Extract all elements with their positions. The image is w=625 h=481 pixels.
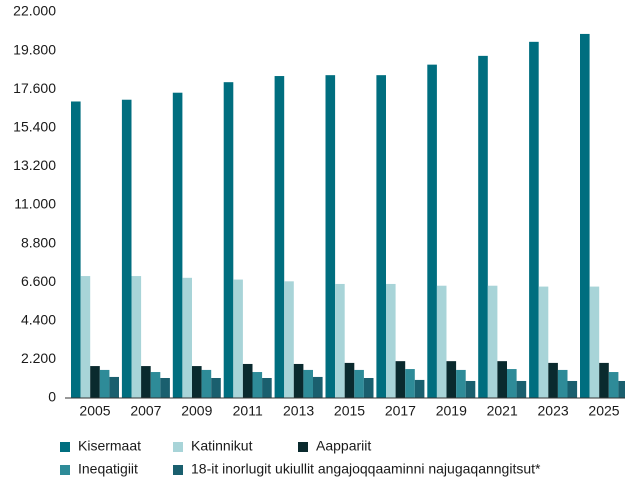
x-tick-label: 2021 [487,403,518,419]
bar [516,380,527,398]
bar [567,380,578,398]
legend-swatch [173,442,183,452]
y-tick-label: 2.200 [21,350,56,366]
bar [71,101,81,399]
legend-swatch [60,442,70,452]
legend-label: Katinnikut [191,438,253,454]
bar [427,64,437,399]
bar [529,41,539,399]
bar [557,369,568,398]
x-tick-label: 2017 [385,403,416,419]
x-tick-label: 2019 [436,403,467,419]
bar [589,286,600,398]
legend-label: Kisermaat [78,438,141,454]
bar [599,362,609,398]
bar [478,55,488,398]
bar [131,276,142,398]
bar [395,361,406,398]
bar [497,361,507,398]
legend-label: Ineqatigiit [78,461,138,477]
y-tick-label: 19.800 [13,41,56,57]
bar [538,286,549,398]
bar [414,379,425,398]
bar [386,283,396,398]
legend-label: Aappariit [316,438,371,454]
bar [274,76,285,399]
bar [325,75,336,398]
x-tick-label: 2025 [588,403,619,419]
bar [335,283,345,398]
x-tick-label: 2005 [79,403,110,419]
legend-swatch [60,465,70,475]
y-tick-label: 8.800 [21,234,56,250]
bar [182,277,192,398]
bar [293,363,304,398]
x-tick-label: 2007 [130,403,161,419]
bar [363,377,374,398]
bar [262,377,272,398]
bar [90,366,100,398]
bar [446,361,457,398]
legend-swatch [173,465,183,475]
bar [242,363,253,398]
y-tick-label: 11.000 [14,196,56,212]
bar [465,380,476,398]
x-tick-label: 2013 [283,403,314,419]
y-tick-label: 15.400 [13,119,56,135]
x-tick-label: 2011 [233,403,263,419]
bar [172,92,183,398]
bar [376,75,386,398]
x-tick-label: 2023 [538,403,569,419]
legend-swatch [298,442,308,452]
bar [223,82,234,398]
bar [192,366,202,398]
bar [109,376,119,398]
bar [436,285,447,398]
bar [456,369,466,398]
bar [284,281,294,398]
bar [211,377,221,398]
bar [80,276,91,398]
bar [121,99,132,399]
bar [303,369,313,398]
bar [507,369,517,398]
y-tick-label: 22.000 [13,3,56,19]
bar [548,362,558,398]
y-tick-label: 17.600 [13,80,56,96]
y-tick-label: 6.600 [21,273,56,289]
bar [313,376,323,398]
y-tick-label: 13.200 [13,157,56,173]
bar [354,369,364,398]
y-tick-label: 0 [48,389,56,405]
bar [233,279,243,398]
bar [141,366,151,398]
bar [201,369,212,398]
bar [160,377,170,398]
y-tick-label: 4.400 [21,312,56,328]
bar [487,285,498,398]
bar [344,362,355,398]
bar [618,380,625,398]
bar [150,372,161,398]
x-tick-label: 2009 [181,403,212,419]
bar [252,372,263,398]
x-tick-label: 2015 [334,403,365,419]
bar [405,369,415,398]
legend-label: 18-it inorlugit ukiullit angajoqqaaminni… [191,461,541,477]
bar [580,33,590,398]
bar [99,369,110,398]
bar [608,372,619,398]
